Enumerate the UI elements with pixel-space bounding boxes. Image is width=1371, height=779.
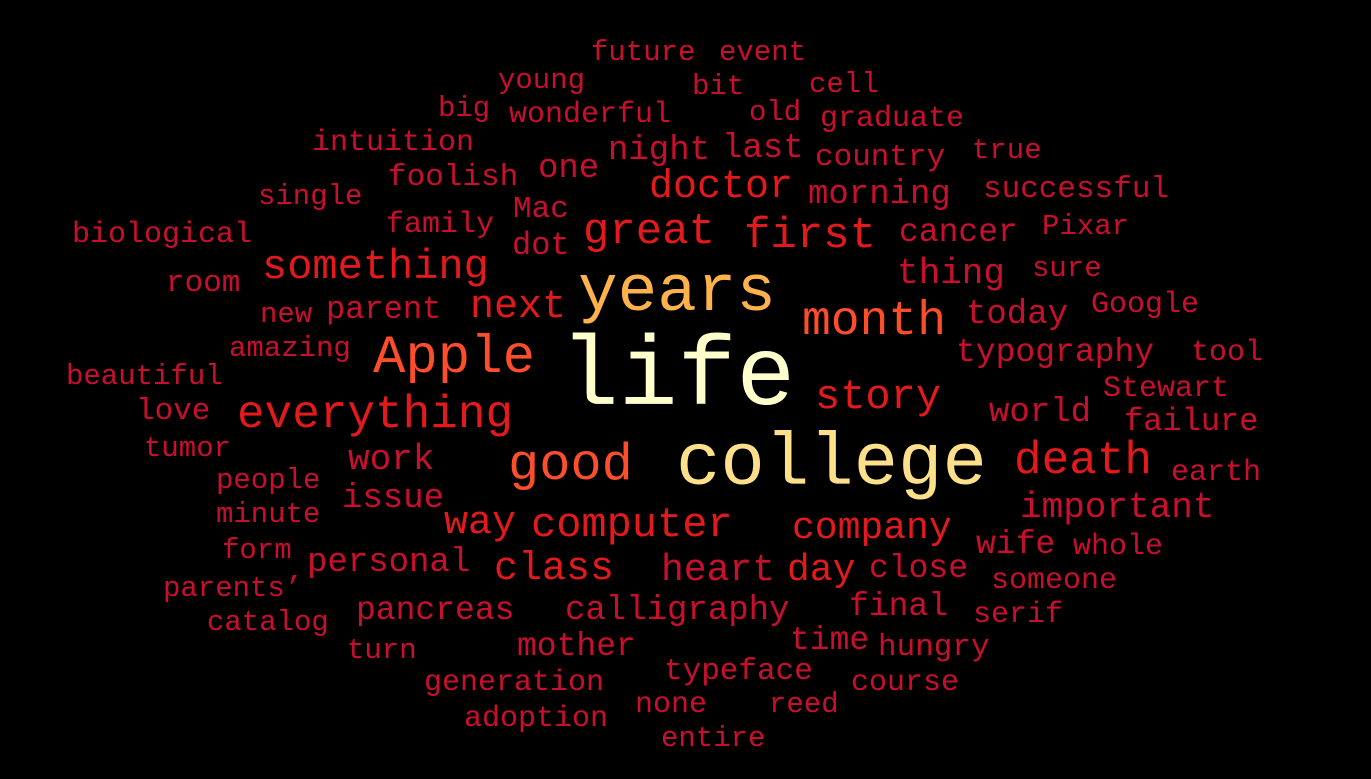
word-people: people: [216, 464, 321, 497]
word-course: course: [851, 666, 960, 700]
word-turn: turn: [347, 634, 417, 667]
word-something: something: [262, 243, 489, 291]
word-pancreas: pancreas: [356, 592, 515, 629]
word-great: great: [583, 207, 716, 257]
word-foolish: foolish: [388, 160, 519, 195]
word-generation: generation: [424, 666, 605, 700]
word-world: world: [989, 394, 1092, 432]
word-night: night: [608, 132, 711, 170]
word-today: today: [966, 296, 1069, 334]
word-sure: sure: [1032, 252, 1102, 285]
word-bit: bit: [692, 70, 745, 103]
word-future: future: [591, 36, 696, 69]
word-room: room: [166, 266, 241, 301]
word-none: none: [635, 688, 708, 722]
word-typography: typography: [956, 334, 1155, 371]
word-cancer: cancer: [899, 214, 1018, 251]
word-adoption: adoption: [464, 702, 609, 736]
word-good: good: [508, 436, 633, 495]
word-heart: heart: [661, 549, 776, 592]
word-company: company: [792, 507, 952, 550]
word-reed: reed: [769, 688, 839, 721]
word-issue: issue: [342, 480, 445, 518]
word-earth: earth: [1171, 456, 1262, 490]
word-young: young: [498, 64, 586, 97]
word-wonderful: wonderful: [509, 98, 672, 132]
word-stewart: Stewart: [1103, 372, 1230, 406]
word-personal: personal: [307, 544, 471, 582]
word-doctor: doctor: [649, 165, 794, 210]
word-day: day: [787, 549, 856, 592]
word-parents: parents’: [163, 572, 303, 605]
word-google: Google: [1091, 288, 1200, 322]
word-college: college: [676, 423, 987, 507]
word-time: time: [790, 622, 870, 659]
word-failure: failure: [1124, 403, 1259, 440]
word-catalog: catalog: [207, 606, 329, 639]
word-death: death: [1014, 435, 1153, 487]
word-intuition: intuition: [312, 126, 475, 160]
word-successful: successful: [983, 172, 1170, 207]
word-pixar: Pixar: [1042, 210, 1130, 243]
word-country: country: [815, 140, 946, 175]
word-important: important: [1020, 487, 1215, 528]
word-everything: everything: [237, 389, 514, 441]
word-close: close: [869, 550, 969, 587]
word-serif: serif: [973, 598, 1064, 632]
word-computer: computer: [531, 501, 733, 549]
word-work: work: [348, 439, 435, 480]
word-thing: thing: [897, 253, 1006, 294]
word-beautiful: beautiful: [66, 360, 223, 393]
word-big: big: [438, 92, 491, 125]
word-true: true: [972, 134, 1042, 167]
word-tumor: tumor: [144, 432, 232, 465]
word-final: final: [849, 588, 949, 625]
word-form: form: [222, 534, 292, 567]
word-old: old: [749, 96, 802, 129]
word-family: family: [386, 208, 495, 242]
word-month: month: [802, 295, 947, 349]
word-years: years: [578, 255, 777, 330]
word-new: new: [260, 298, 313, 331]
word-single: single: [258, 180, 363, 213]
word-love: love: [136, 394, 211, 429]
word-minute: minute: [216, 498, 321, 531]
word-event: event: [719, 36, 807, 69]
word-calligraphy: calligraphy: [565, 592, 790, 630]
word-morning: morning: [808, 176, 951, 214]
word-last: last: [722, 130, 804, 168]
word-cell: cell: [809, 68, 879, 101]
word-wife: wife: [976, 526, 1056, 563]
word-parent: parent: [326, 291, 442, 328]
word-next: next: [470, 285, 567, 330]
word-entire: entire: [661, 722, 766, 755]
word-one: one: [538, 150, 600, 188]
word-way: way: [444, 501, 517, 546]
word-graduate: graduate: [820, 102, 965, 136]
word-mac: Mac: [513, 192, 569, 227]
word-whole: whole: [1073, 530, 1164, 564]
word-amazing: amazing: [229, 332, 351, 365]
word-tool: tool: [1191, 336, 1264, 370]
word-dot: dot: [512, 227, 570, 264]
word-first: first: [744, 211, 877, 261]
word-apple: Apple: [373, 328, 536, 389]
word-someone: someone: [991, 564, 1118, 598]
word-class: class: [494, 547, 615, 592]
word-hungry: hungry: [878, 630, 990, 665]
word-story: story: [815, 373, 942, 421]
word-typeface: typeface: [664, 654, 813, 689]
word-life: life: [560, 323, 796, 434]
word-biological: biological: [72, 218, 253, 252]
word-mother: mother: [517, 628, 636, 665]
